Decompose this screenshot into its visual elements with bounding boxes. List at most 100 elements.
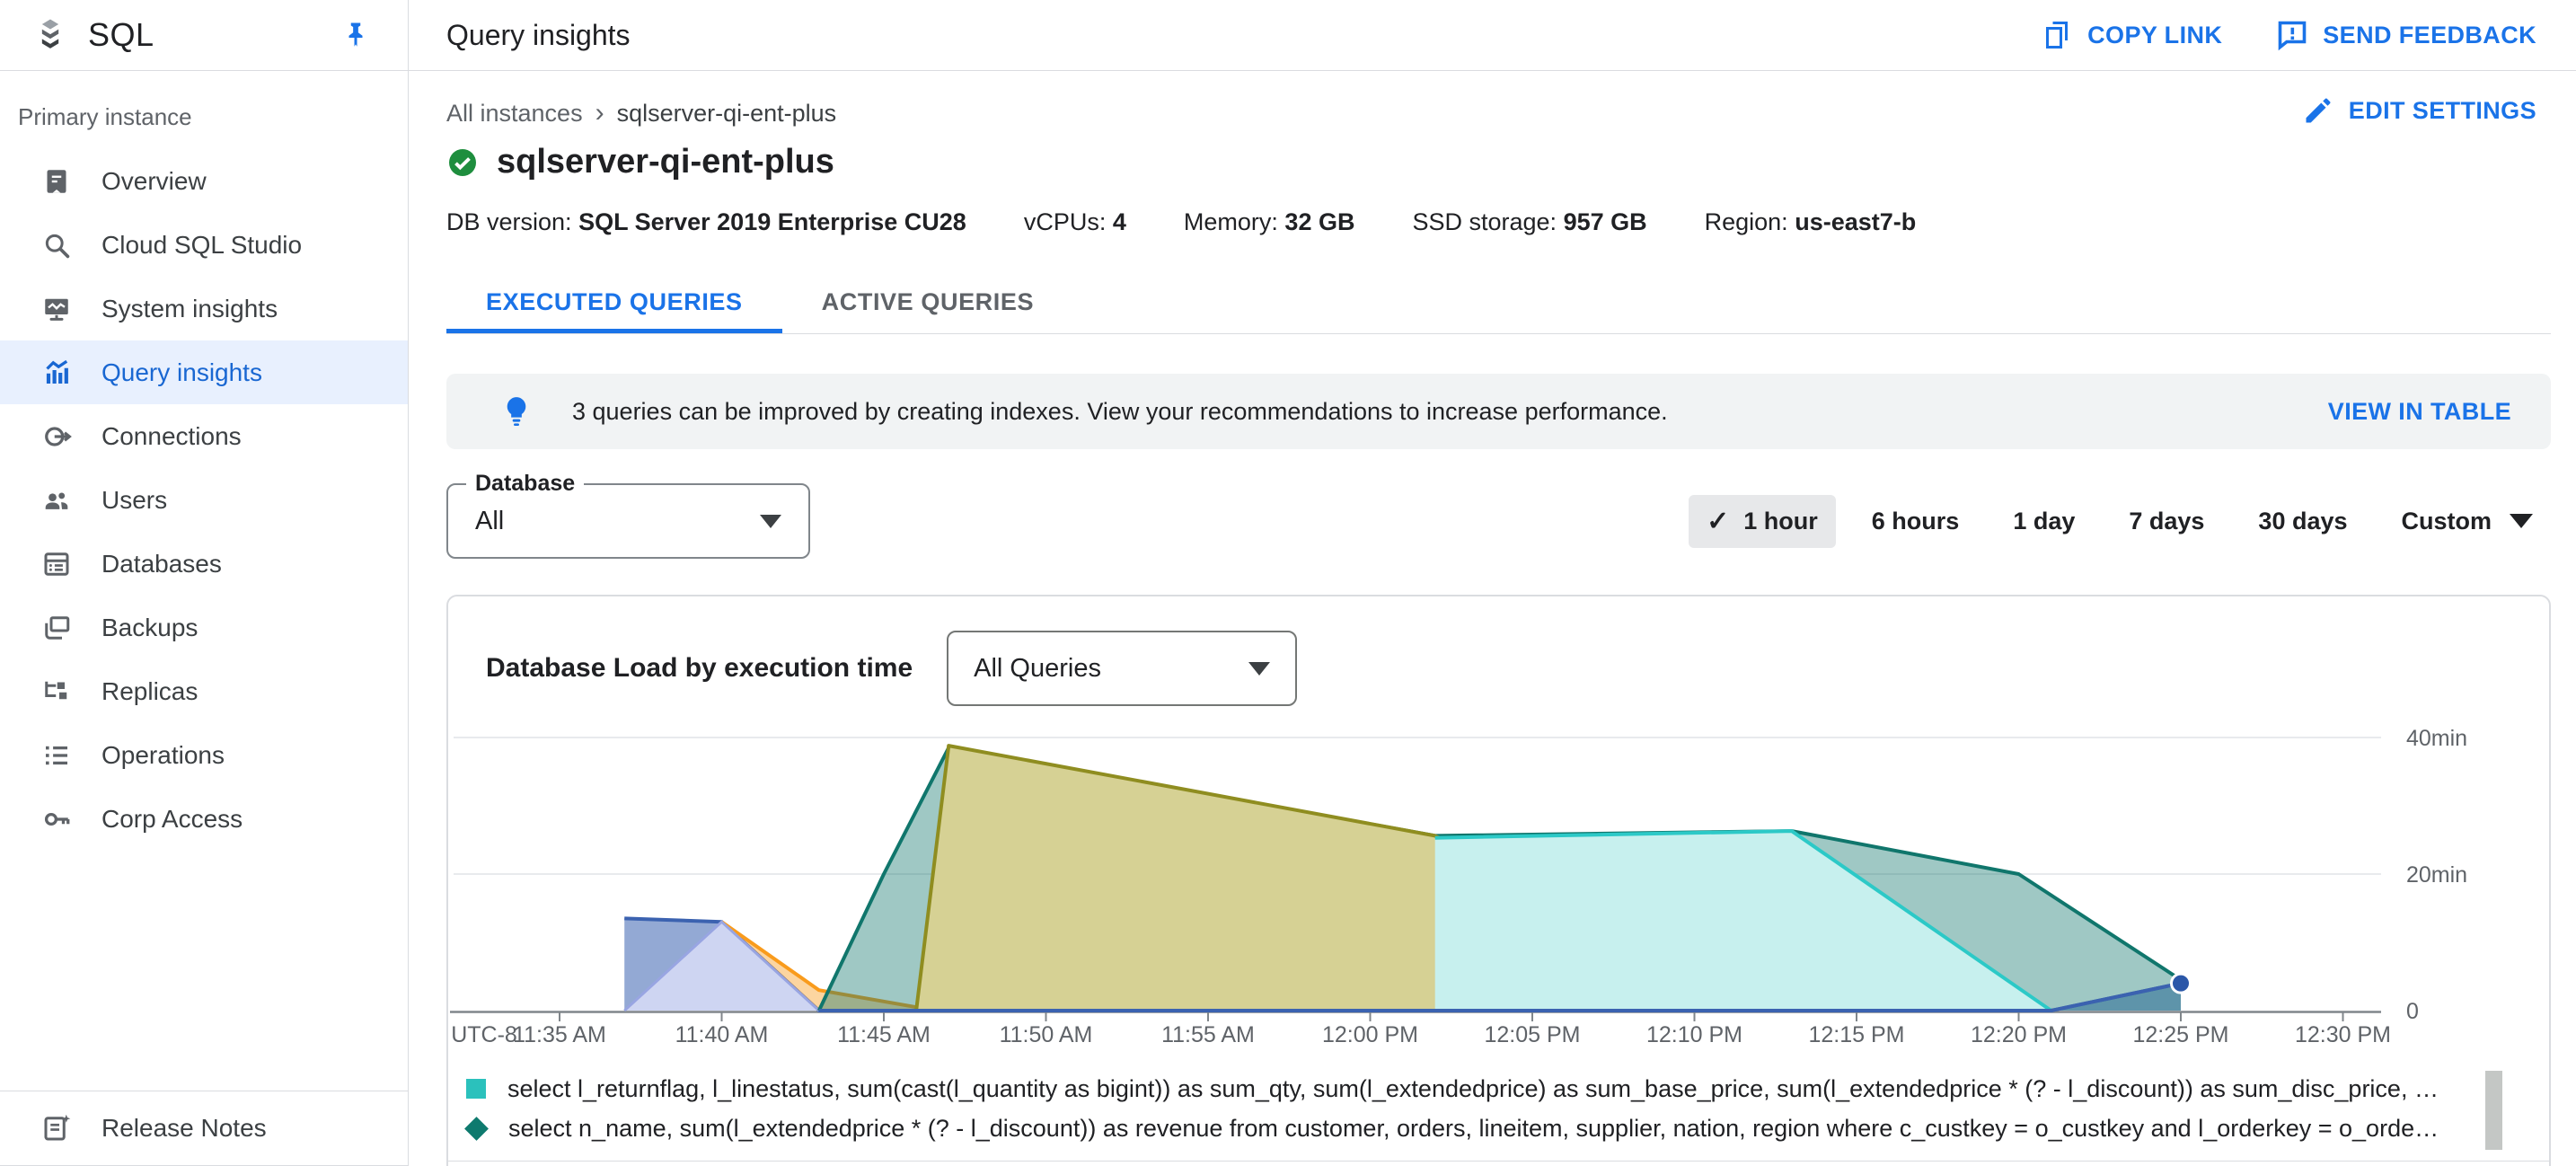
meta-vcpus: vCPUs: 4 <box>1023 208 1126 235</box>
x-axis-label: 12:00 PM <box>1322 1022 1418 1047</box>
x-axis-label: 11:35 AM <box>513 1022 606 1047</box>
sidebar-item-operations[interactable]: Operations <box>0 723 408 787</box>
backups-icon <box>40 612 73 644</box>
queries-filter-value: All Queries <box>974 653 1101 683</box>
breadcrumb-all-instances[interactable]: All instances <box>446 99 583 127</box>
sidebar-items: Overview Cloud SQL Studio System insights Q… <box>0 149 408 851</box>
status-ok-icon <box>449 148 476 176</box>
database-load-chart: 40min 20min 0 UTC-8 11:35 AM 11:40 AM 11:45 AM… <box>450 722 2549 1065</box>
pencil-icon <box>2306 98 2331 123</box>
y-axis-label: 20min <box>2406 862 2467 888</box>
page-title: Query insights <box>446 18 631 51</box>
x-axis-label: 11:40 AM <box>675 1022 769 1047</box>
x-axis-label: 12:20 PM <box>1971 1022 2067 1047</box>
chevron-right-icon: › <box>595 98 604 128</box>
system-insights-icon <box>40 293 73 325</box>
app-bar-actions: COPY LINK SEND FEEDBACK <box>2041 19 2536 51</box>
x-axis-label: 12:25 PM <box>2132 1022 2228 1047</box>
sidebar-item-label: Query insights <box>101 358 262 386</box>
series-line-lavender <box>623 920 820 1012</box>
databases-icon <box>40 548 73 580</box>
sidebar-item-databases[interactable]: Databases <box>0 532 408 596</box>
tab-executed-queries[interactable]: EXECUTED QUERIES <box>446 276 782 333</box>
sql-studio-icon <box>40 229 73 261</box>
filters-row: Database All ✓ 1 hour 6 hours 1 day 7 days 30… <box>446 471 2552 559</box>
pin-icon[interactable] <box>340 19 372 51</box>
x-axis-label: 12:10 PM <box>1646 1022 1742 1047</box>
sidebar-item-users[interactable]: Users <box>0 468 408 532</box>
x-axis-timezone-label: UTC-8 <box>451 1022 517 1047</box>
database-load-card: Database Load by execution time All Quer… <box>446 595 2551 1166</box>
database-select-label: Database <box>466 471 585 497</box>
time-range-custom[interactable]: Custom <box>2384 497 2552 546</box>
feedback-icon <box>2278 21 2307 51</box>
latest-point-marker[interactable] <box>2170 972 2192 994</box>
sidebar-item-backups[interactable]: Backups <box>0 596 408 659</box>
sidebar-item-system-insights[interactable]: System insights <box>0 277 408 340</box>
edit-settings-button[interactable]: EDIT SETTINGS <box>2302 94 2536 127</box>
sidebar-item-release-notes[interactable]: Release Notes <box>0 1091 408 1166</box>
legend-item[interactable]: select n_name, sum(l_extendedprice * (? … <box>464 1109 2441 1148</box>
sidebar-item-corp-access[interactable]: Corp Access <box>0 787 408 851</box>
corp-access-icon <box>40 803 73 835</box>
time-range-30-days[interactable]: 30 days <box>2258 507 2348 534</box>
x-axis-label: 11:55 AM <box>1161 1022 1255 1047</box>
legend-item[interactable]: select l_returnflag, l_linestatus, sum(c… <box>466 1069 2441 1109</box>
sidebar-nav: Primary instance Overview Cloud SQL Studi… <box>0 71 408 1166</box>
sidebar-item-overview[interactable]: Overview <box>0 149 408 213</box>
overview-icon <box>40 165 73 198</box>
series-area-lavender <box>624 922 819 1011</box>
sidebar: SQL Primary instance Overview Cloud SQL S… <box>0 0 409 1166</box>
time-range-6-hours[interactable]: 6 hours <box>1871 507 1960 534</box>
sidebar-item-label: Release Notes <box>101 1114 267 1142</box>
sidebar-item-label: Backups <box>101 613 198 641</box>
time-range-1-hour[interactable]: ✓ 1 hour <box>1689 494 1836 548</box>
legend-diamond-marker <box>464 1116 489 1141</box>
sidebar-item-connections[interactable]: Connections <box>0 404 408 468</box>
sidebar-item-cloud-sql-studio[interactable]: Cloud SQL Studio <box>0 213 408 277</box>
card-title: Database Load by execution time <box>486 653 913 683</box>
tabs: EXECUTED QUERIES ACTIVE QUERIES <box>446 276 2551 334</box>
sidebar-item-label: Users <box>101 485 168 514</box>
time-range-selector: ✓ 1 hour 6 hours 1 day 7 days 30 days Custom <box>1689 494 2552 548</box>
sidebar-item-replicas[interactable]: Replicas <box>0 659 408 723</box>
queries-filter-select[interactable]: All Queries <box>947 631 1298 706</box>
meta-memory: Memory: 32 GB <box>1183 208 1355 235</box>
legend-query-text: select n_name, sum(l_extendedprice * (? … <box>508 1114 2441 1142</box>
sidebar-item-label: Operations <box>101 740 225 769</box>
main-content: All instances › sqlserver-qi-ent-plus ED… <box>409 71 2576 1166</box>
meta-region: Region: us-east7-b <box>1704 208 1917 235</box>
view-in-table-button[interactable]: VIEW IN TABLE <box>2327 397 2511 425</box>
time-range-7-days[interactable]: 7 days <box>2129 507 2205 534</box>
replicas-icon <box>40 676 73 708</box>
legend-square-marker <box>466 1079 486 1099</box>
time-range-1-day[interactable]: 1 day <box>2013 507 2076 534</box>
legend-scrollbar[interactable] <box>2485 1071 2502 1150</box>
breadcrumb: All instances › sqlserver-qi-ent-plus <box>446 98 2551 128</box>
sidebar-section-label: Primary instance <box>18 103 192 130</box>
database-select[interactable]: Database All <box>446 471 810 559</box>
card-header: Database Load by execution time All Quer… <box>448 596 2549 706</box>
y-axis-label: 40min <box>2406 726 2467 751</box>
database-select-value: All <box>475 506 505 535</box>
chevron-down-icon <box>1248 661 1271 676</box>
sidebar-item-query-insights[interactable]: Query insights <box>0 340 408 404</box>
query-insights-icon <box>40 357 73 389</box>
y-axis-label: 0 <box>2406 999 2419 1024</box>
legend-rows: select l_returnflag, l_linestatus, sum(c… <box>464 1069 2441 1148</box>
tab-active-queries[interactable]: ACTIVE QUERIES <box>821 288 1035 315</box>
copy-link-button[interactable]: COPY LINK <box>2041 19 2222 51</box>
breadcrumb-current: sqlserver-qi-ent-plus <box>616 99 837 127</box>
lightbulb-icon <box>507 397 526 426</box>
sidebar-item-label: Databases <box>101 549 222 578</box>
series-area-cyan <box>1434 831 2051 1011</box>
connections-icon <box>40 420 73 453</box>
product-name: SQL <box>88 16 154 53</box>
x-axis-label: 12:05 PM <box>1484 1022 1580 1047</box>
sql-product-logo-icon <box>32 17 68 53</box>
chart-legend: select l_returnflag, l_linestatus, sum(c… <box>464 1069 2549 1150</box>
main-column: Query insights COPY LINK SEND FEEDBACK <box>409 0 2576 1166</box>
send-feedback-button[interactable]: SEND FEEDBACK <box>2276 19 2536 51</box>
sidebar-item-label: Connections <box>101 421 242 450</box>
